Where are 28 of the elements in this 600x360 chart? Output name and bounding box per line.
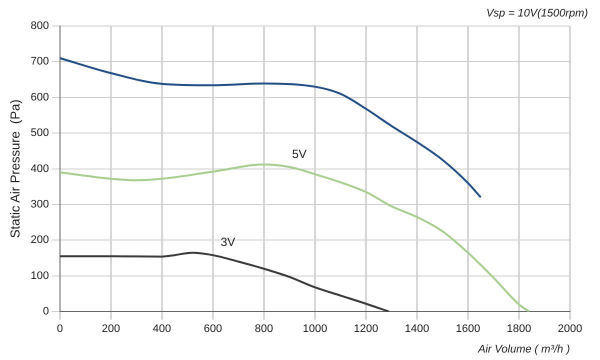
x-axis-title: Air Volume ( m³/h ) <box>477 343 570 356</box>
text: Vsp = 10V(1500rpm) <box>486 8 588 20</box>
series-label: 3V <box>220 235 236 250</box>
x-tick-label: 1400 <box>404 323 430 336</box>
x-tick-label: 1800 <box>506 323 532 336</box>
y-tick-label: 600 <box>30 91 49 104</box>
line-series <box>60 164 530 312</box>
series-label: 5V <box>292 146 307 161</box>
y-tick-label: 400 <box>30 162 49 175</box>
y-tick-label: 200 <box>30 234 49 246</box>
x-tick-label: 600 <box>204 323 222 336</box>
y-tick-label: 0 <box>42 306 49 318</box>
y-tick-label: 800 <box>30 20 49 32</box>
x-tick-label: 0 <box>56 323 64 336</box>
x-tick-label: 1200 <box>354 323 378 336</box>
x-tick-label: 200 <box>102 323 120 336</box>
x-tick-label: 1000 <box>302 323 328 336</box>
line-series <box>60 252 390 312</box>
y-tick-label: 100 <box>30 270 49 282</box>
y-tick-label: 300 <box>30 198 49 211</box>
y-tick-label: 500 <box>30 127 49 140</box>
y-tick-label: 700 <box>30 56 49 68</box>
x-tick-label: 800 <box>254 323 274 336</box>
x-tick-label: 400 <box>152 323 172 336</box>
x-tick-label: 2000 <box>558 323 582 336</box>
line-series <box>60 57 482 198</box>
x-tick-label: 1600 <box>456 323 480 336</box>
y-axis-title: Static Air Pressure (Pa) <box>7 99 22 238</box>
